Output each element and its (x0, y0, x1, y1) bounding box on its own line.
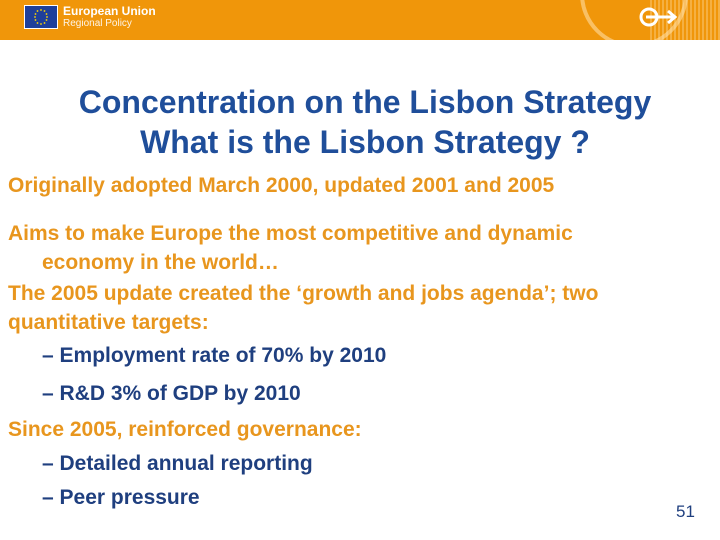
page-number: 51 (676, 502, 695, 521)
sub-bullet-peer-pressure: – Peer pressure (42, 486, 200, 509)
brand: European Union Regional Policy (63, 4, 156, 30)
brand-main: European Union (63, 4, 156, 18)
sub-bullet-employment: – Employment rate of 70% by 2010 (42, 344, 387, 367)
bullet-3-line-1: The 2005 update created the ‘growth and … (8, 282, 599, 305)
slide-title: Concentration on the Lisbon Strategy Wha… (0, 82, 720, 162)
header-banner: European Union Regional Policy (0, 0, 720, 40)
eu-flag-icon (24, 5, 58, 29)
regional-policy-logo-icon (638, 5, 682, 34)
bullet-4: Since 2005, reinforced governance: (8, 418, 362, 441)
brand-sub: Regional Policy (63, 18, 132, 29)
title-line-2: What is the Lisbon Strategy ? (140, 124, 590, 160)
title-line-1: Concentration on the Lisbon Strategy (78, 84, 652, 120)
bullet-2-line-2: economy in the world… (42, 251, 279, 274)
sub-bullet-rd: – R&D 3% of GDP by 2010 (42, 382, 301, 405)
decorative-pattern (650, 0, 720, 40)
sub-bullet-reporting: – Detailed annual reporting (42, 452, 313, 475)
bullet-1: Originally adopted March 2000, updated 2… (8, 174, 555, 197)
bullet-2-line-1: Aims to make Europe the most competitive… (8, 222, 573, 245)
bullet-3-line-2: quantitative targets: (8, 311, 209, 334)
